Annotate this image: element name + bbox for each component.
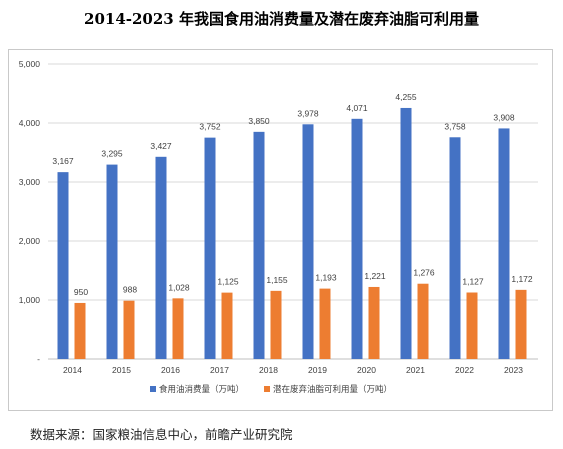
- x-tick-label: 2020: [357, 365, 376, 375]
- data-label: 1,221: [364, 271, 386, 281]
- x-tick-label: 2015: [112, 365, 131, 375]
- consumption-bar: [106, 164, 118, 359]
- data-label: 1,193: [315, 273, 337, 283]
- data-label: 3,908: [493, 112, 515, 122]
- consumption-bar: [449, 137, 461, 359]
- x-tick-label: 2023: [504, 365, 523, 375]
- legend-label: 食用油消费量（万吨）: [159, 384, 244, 394]
- consumption-bar: [57, 172, 69, 359]
- waste-oil-bar: [123, 300, 135, 359]
- y-tick-label: 3,000: [19, 177, 41, 187]
- y-tick-label: 1,000: [19, 295, 41, 305]
- y-tick-label: -: [37, 354, 40, 364]
- waste-oil-bar: [172, 298, 184, 359]
- bars: [57, 107, 527, 359]
- data-label: 4,255: [395, 92, 417, 102]
- waste-oil-bar: [515, 289, 527, 359]
- y-axis-ticks: - 1,000 2,000 3,000 4,000 5,000: [19, 59, 41, 364]
- data-label: 3,978: [297, 108, 319, 118]
- data-label: 3,295: [101, 149, 123, 159]
- data-label: 3,752: [199, 122, 221, 132]
- legend-swatch-waste-oil: [264, 386, 271, 392]
- data-label: 1,172: [511, 274, 533, 284]
- consumption-bar: [498, 128, 510, 359]
- data-label: 4,071: [346, 103, 368, 113]
- data-label: 988: [123, 285, 137, 295]
- waste-oil-bar: [221, 292, 233, 359]
- x-tick-label: 2018: [259, 365, 278, 375]
- data-labels: 3,167 950 3,295 988 3,427 1,028 3,752 1,125 3,85…: [52, 92, 533, 297]
- waste-oil-bar: [319, 288, 331, 359]
- x-tick-label: 2021: [406, 365, 425, 375]
- consumption-bar: [302, 124, 314, 359]
- data-label: 3,758: [444, 121, 466, 131]
- x-axis-ticks: 2014 2015 2016 2017 2018 2019 2020 2021 2022 2023: [63, 365, 523, 375]
- legend: 食用油消费量（万吨） 潜在废弃油脂可利用量（万吨）: [150, 384, 392, 394]
- waste-oil-bar: [466, 292, 478, 359]
- waste-oil-bar: [270, 290, 282, 359]
- consumption-bar: [155, 156, 167, 359]
- data-label: 1,127: [462, 277, 484, 287]
- data-label: 1,028: [168, 282, 190, 292]
- consumption-bar: [351, 118, 363, 359]
- data-label: 1,276: [413, 268, 435, 278]
- x-tick-label: 2019: [308, 365, 327, 375]
- y-tick-label: 5,000: [19, 59, 41, 69]
- waste-oil-bar: [74, 302, 86, 359]
- page-title: 2014-2023 年我国食用油消费量及潜在废弃油脂可利用量: [84, 10, 479, 28]
- waste-oil-bar: [417, 283, 429, 359]
- data-source-note: 数据来源：国家粮油信息中心，前瞻产业研究院: [30, 427, 293, 442]
- consumption-bar: [253, 131, 265, 359]
- x-tick-label: 2017: [210, 365, 229, 375]
- legend-label: 潜在废弃油脂可利用量（万吨）: [273, 384, 392, 394]
- consumption-bar: [400, 107, 412, 359]
- data-label: 3,427: [150, 141, 172, 151]
- legend-swatch-consumption: [150, 386, 156, 392]
- y-tick-label: 4,000: [19, 118, 41, 128]
- data-label: 950: [74, 287, 88, 297]
- y-tick-label: 2,000: [19, 236, 41, 246]
- x-tick-label: 2014: [63, 365, 82, 375]
- gridlines: [48, 63, 538, 360]
- data-label: 3,167: [52, 156, 74, 166]
- consumption-bar: [204, 137, 216, 359]
- x-tick-label: 2016: [161, 365, 180, 375]
- chart-frame: [8, 49, 553, 411]
- data-label: 1,125: [217, 277, 239, 287]
- waste-oil-bar: [368, 286, 380, 359]
- data-label: 1,155: [266, 275, 288, 285]
- x-tick-label: 2022: [455, 365, 474, 375]
- data-label: 3,850: [248, 116, 270, 126]
